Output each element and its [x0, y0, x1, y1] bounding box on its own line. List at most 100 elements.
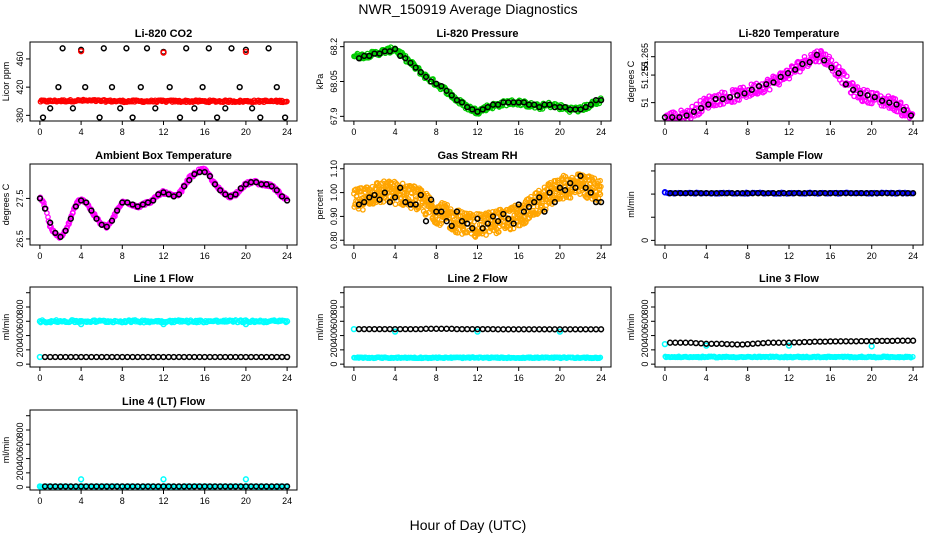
data-point-black — [263, 181, 270, 188]
x-tick-label: 8 — [434, 373, 439, 383]
y-tick-label: 800 — [640, 299, 650, 314]
data-point-black — [242, 46, 250, 53]
plot-frame — [654, 163, 924, 246]
data-point-black — [672, 339, 679, 346]
data-point-black — [886, 99, 893, 106]
data-point-cyan — [242, 476, 250, 483]
x-tick-label: 0 — [37, 251, 42, 261]
data-point-black — [780, 339, 787, 346]
y-tick-label: 460 — [15, 51, 25, 66]
data-point-cyan — [597, 354, 604, 361]
data-point-black — [907, 112, 915, 119]
x-tick-label: 4 — [393, 373, 398, 383]
data-point-black — [283, 197, 291, 204]
x-tick-label: 0 — [351, 251, 356, 261]
data-point-black — [520, 99, 528, 106]
chart-panel-6: Sample Flow ml/min 0 4 8 12 16 20 24 0 — [626, 150, 924, 261]
chart-title: Li-820 CO2 — [135, 28, 192, 40]
x-tick-label: 4 — [704, 373, 709, 383]
data-point-black — [422, 73, 430, 81]
data-point-black — [849, 86, 857, 93]
data-point-black — [775, 339, 782, 346]
data-point-black — [792, 66, 799, 73]
data-point-black — [853, 338, 860, 345]
data-point-black — [458, 99, 466, 106]
data-point-black — [739, 341, 746, 348]
data-point-black — [283, 483, 291, 490]
data-point-black — [103, 353, 110, 361]
data-point-black — [484, 220, 491, 227]
data-point-black — [417, 191, 424, 199]
data-point-black — [82, 83, 89, 91]
data-point-black — [139, 201, 147, 208]
data-point-black — [556, 184, 564, 191]
data-point-black — [708, 340, 715, 347]
data-point-black — [248, 105, 256, 112]
data-point-orange — [597, 177, 603, 184]
data-point-black — [784, 70, 792, 77]
y-axis-title: kPa — [315, 74, 325, 90]
data-point-black — [669, 114, 676, 121]
data-point-black — [438, 82, 445, 90]
data-point-black — [397, 325, 404, 333]
data-point-black — [515, 326, 522, 333]
data-point-black — [237, 185, 244, 192]
data-point-magenta — [740, 84, 747, 91]
data-point-magenta — [843, 73, 850, 80]
data-point-black — [561, 103, 569, 111]
data-point-black — [515, 201, 522, 208]
x-tick-label: 20 — [867, 251, 877, 261]
data-point-cyan — [36, 318, 44, 325]
data-point-black — [453, 208, 461, 215]
data-point-black — [402, 198, 409, 206]
data-point-black — [100, 45, 107, 52]
data-point-black — [124, 353, 131, 361]
data-point-orange — [495, 229, 502, 235]
x-tick-label: 12 — [784, 251, 794, 261]
data-point-black — [561, 326, 569, 333]
y-tick-label: 800 — [329, 299, 339, 314]
x-tick-label: 8 — [434, 251, 439, 261]
data-point-orange — [416, 204, 422, 211]
data-point-black — [427, 196, 435, 203]
data-point-black — [536, 103, 543, 111]
data-point-black — [909, 190, 917, 197]
data-point-cyan — [556, 328, 564, 335]
y-axis-title: ml/min — [1, 437, 11, 464]
data-point-black — [191, 170, 198, 178]
x-tick-label: 4 — [704, 127, 709, 137]
x-tick-label: 12 — [158, 373, 168, 383]
y-tick-label: 0 — [15, 485, 25, 490]
x-tick-label: 12 — [784, 373, 794, 383]
data-point-black — [165, 353, 172, 361]
data-point-black — [371, 325, 378, 333]
data-point-black — [541, 208, 548, 215]
data-point-magenta — [787, 71, 794, 77]
data-point-orange — [483, 232, 489, 238]
data-point-black — [412, 64, 419, 71]
data-point-black — [278, 193, 286, 200]
data-point-black — [412, 201, 419, 208]
data-point-black — [98, 353, 105, 361]
x-tick-label: 16 — [200, 251, 210, 261]
data-point-cyan — [106, 483, 113, 490]
data-point-black — [366, 194, 373, 201]
data-point-black — [806, 59, 813, 66]
data-point-black — [201, 353, 208, 361]
data-point-black — [72, 203, 80, 210]
data-point-black — [77, 197, 85, 204]
x-tick-label: 4 — [79, 496, 84, 506]
data-point-magenta — [761, 88, 768, 95]
data-point-orange — [444, 202, 451, 208]
data-point-black — [55, 83, 62, 91]
y-tick-label: 0.90 — [329, 208, 339, 226]
x-tick-label: 20 — [241, 496, 251, 506]
data-point-black — [531, 198, 538, 206]
data-point-black — [371, 191, 378, 199]
data-point-black — [469, 325, 476, 333]
data-point-black — [770, 339, 777, 346]
y-axis-title: percent — [315, 189, 325, 220]
data-point-black — [397, 184, 404, 191]
chart-title: Ambient Box Temperature — [95, 150, 232, 162]
data-point-black — [47, 219, 54, 226]
